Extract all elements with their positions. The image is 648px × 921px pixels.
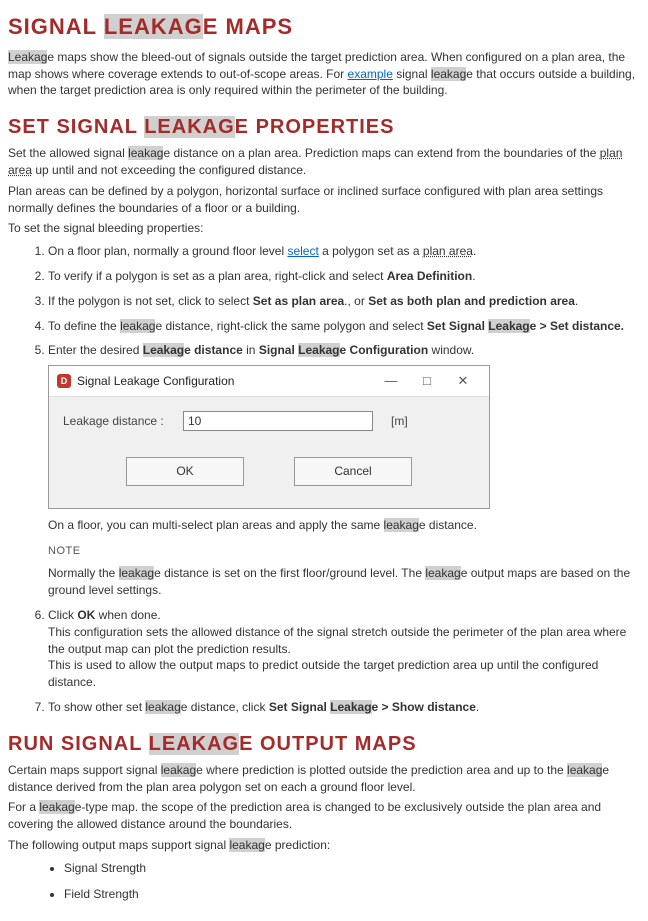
step-5-after: On a floor, you can multi-select plan ar…: [48, 517, 640, 534]
dialog-title: Signal Leakage Configuration: [77, 373, 373, 390]
app-icon: D: [57, 374, 71, 388]
step-2: To verify if a polygon is set as a plan …: [48, 268, 640, 285]
note-label: NOTE: [48, 544, 640, 559]
note-body: Normally the leakage distance is set on …: [48, 565, 640, 599]
leakage-distance-input[interactable]: 10: [183, 411, 373, 431]
select-link[interactable]: select: [287, 244, 318, 258]
run-p3: The following output maps support signal…: [8, 837, 640, 854]
plan-area-term: plan area: [423, 244, 473, 258]
step-6: Click OK when done. This configuration s…: [48, 607, 640, 691]
minimize-icon[interactable]: —: [373, 372, 409, 390]
run-p2: For a leakage-type map. the scope of the…: [8, 799, 640, 833]
dialog-body: Leakage distance : 10 [m] OK Cancel: [49, 397, 489, 508]
run-p1: Certain maps support signal leakage wher…: [8, 762, 640, 796]
leakage-distance-label: Leakage distance :: [63, 413, 173, 430]
cancel-button[interactable]: Cancel: [294, 457, 412, 486]
step-3: If the polygon is not set, click to sele…: [48, 293, 640, 310]
dialog-titlebar: D Signal Leakage Configuration — □ ✕: [49, 366, 489, 397]
intro-paragraph: Leakage maps show the bleed-out of signa…: [8, 49, 640, 99]
section-run-output: RUN SIGNAL LEAKAGE OUTPUT MAPS: [8, 730, 640, 758]
close-icon[interactable]: ✕: [445, 372, 481, 390]
steps-list: On a floor plan, normally a ground floor…: [8, 243, 640, 716]
ok-button[interactable]: OK: [126, 457, 244, 486]
step-1: On a floor plan, normally a ground floor…: [48, 243, 640, 260]
set-prop-p2: Plan areas can be defined by a polygon, …: [8, 183, 640, 217]
list-item: Signal Strength: [64, 860, 640, 877]
page-title: SIGNAL LEAKAGE MAPS: [8, 12, 640, 43]
leakage-config-dialog: D Signal Leakage Configuration — □ ✕ Lea…: [48, 365, 490, 509]
list-item: Field Strength: [64, 886, 640, 903]
set-prop-p1: Set the allowed signal leakage distance …: [8, 145, 640, 179]
step-5: Enter the desired Leakage distance in Si…: [48, 342, 640, 599]
set-prop-p3: To set the signal bleeding properties:: [8, 220, 640, 237]
step-4: To define the leakage distance, right-cl…: [48, 318, 640, 335]
unit-label: [m]: [391, 413, 408, 430]
maximize-icon[interactable]: □: [409, 372, 445, 390]
example-link[interactable]: example: [348, 67, 393, 81]
output-maps-list: Signal Strength Field Strength: [8, 860, 640, 904]
section-set-properties: SET SIGNAL LEAKAGE PROPERTIES: [8, 113, 640, 141]
step-7: To show other set leakage distance, clic…: [48, 699, 640, 716]
